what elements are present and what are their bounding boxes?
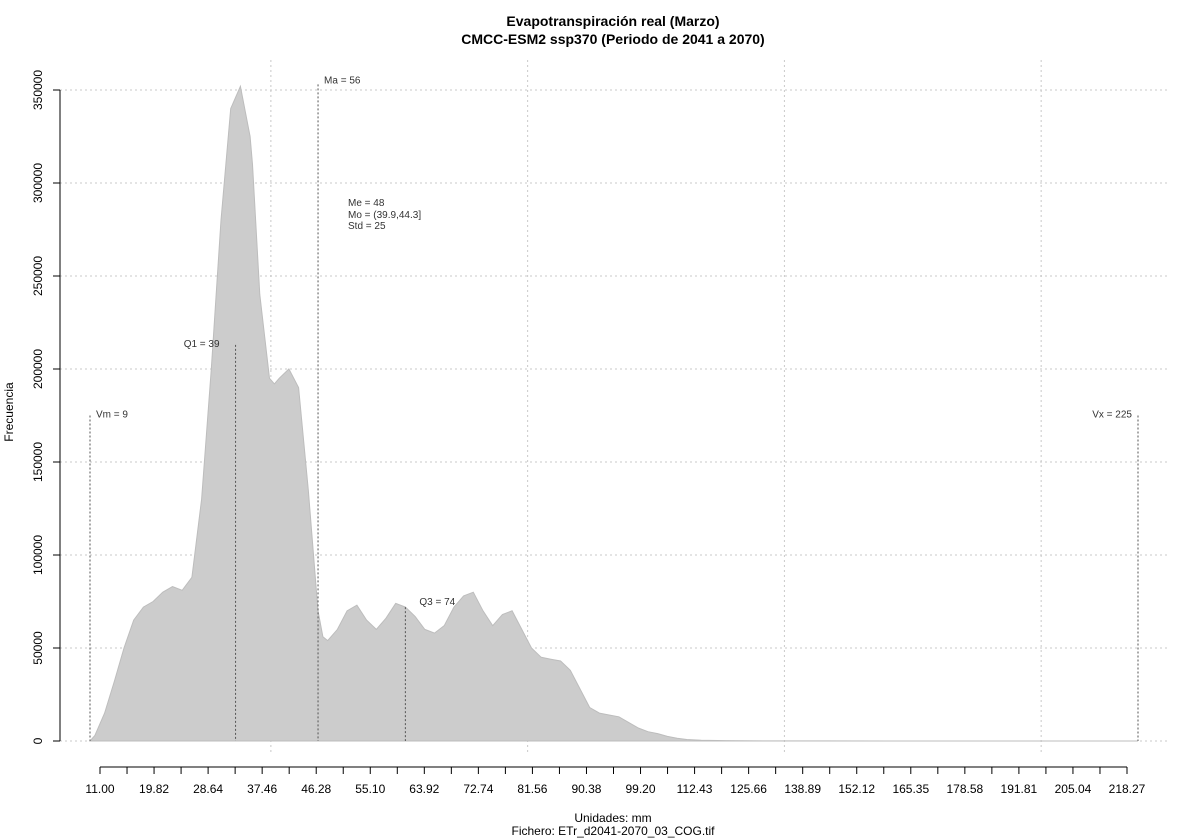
- statistic-lines: Vm = 9 Q1 = 39 Ma = 56 Q3 = 74 Vx = 225: [89, 75, 1139, 741]
- x-tick-label-1: 19.82: [139, 782, 169, 796]
- x-tick-label-19: 218.27: [1109, 782, 1146, 796]
- x-tick-label-14: 152.12: [838, 782, 875, 796]
- x-tick-label-7: 72.74: [463, 782, 493, 796]
- x-tick-label-11: 112.43: [677, 782, 713, 796]
- y-tick-label-0: 0: [31, 737, 45, 744]
- y-tick-label-6: 300000: [31, 163, 45, 203]
- x-tick-label-17: 191.81: [1001, 782, 1038, 796]
- stat-mode: Mo = (39.9,44.3]: [348, 210, 421, 221]
- x-axis-label: Unidades: mm: [574, 811, 651, 825]
- axes: 0 50000 100000 150000 200000 250000 300000 3500…: [31, 70, 1146, 796]
- stats-box: Me = 48 Mo = (39.9,44.3] Std = 25: [348, 198, 421, 232]
- chart-title: Evapotranspiración real (Marzo): [506, 13, 719, 29]
- x-tick-label-12: 125.66: [730, 782, 767, 796]
- x-tick-label-4: 46.28: [301, 782, 331, 796]
- y-tick-label-7: 350000: [31, 70, 45, 110]
- x-tick-label-18: 205.04: [1055, 782, 1092, 796]
- x-tick-label-0: 11.00: [85, 782, 114, 796]
- stat-std: Std = 25: [348, 221, 386, 232]
- x-tick-label-2: 28.64: [193, 782, 223, 796]
- chart-subtitle: CMCC-ESM2 ssp370 (Periodo de 2041 a 2070…: [461, 31, 764, 47]
- x-tick-label-5: 55.10: [355, 782, 385, 796]
- y-tick-label-2: 100000: [31, 535, 45, 575]
- vm-label: Vm = 9: [96, 410, 128, 421]
- x-tick-label-3: 37.46: [247, 782, 277, 796]
- file-caption: Fichero: ETr_d2041-2070_03_COG.tif: [512, 824, 716, 838]
- ma-label: Ma = 56: [324, 75, 361, 86]
- y-tick-label-5: 250000: [31, 256, 45, 296]
- y-axis-label: Frecuencia: [2, 382, 16, 442]
- stat-median: Me = 48: [348, 198, 385, 209]
- x-tick-label-10: 99.20: [626, 782, 656, 796]
- density-area: [88, 84, 1138, 742]
- q1-label: Q1 = 39: [184, 339, 220, 350]
- y-tick-label-3: 150000: [31, 442, 45, 482]
- x-tick-label-6: 63.92: [409, 782, 439, 796]
- x-tick-label-16: 178.58: [946, 782, 983, 796]
- y-tick-label-4: 200000: [31, 349, 45, 389]
- q3-label: Q3 = 74: [419, 597, 455, 608]
- vx-label: Vx = 225: [1092, 410, 1132, 421]
- x-tick-label-9: 90.38: [571, 782, 601, 796]
- x-tick-label-15: 165.35: [892, 782, 929, 796]
- y-tick-label-1: 50000: [31, 631, 45, 665]
- x-tick-label-13: 138.89: [784, 782, 821, 796]
- x-tick-label-8: 81.56: [517, 782, 547, 796]
